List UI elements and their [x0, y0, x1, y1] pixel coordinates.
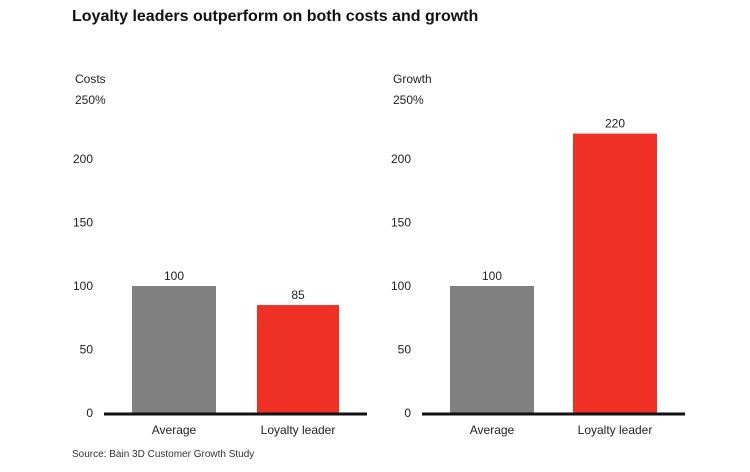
costs-bar-loyalty-leader [257, 305, 339, 413]
costs-bar-average [132, 286, 216, 413]
costs-y-tick-label: 50 [80, 343, 94, 357]
costs-y-tick-label: 150 [73, 216, 93, 230]
costs-y-tick-label: 100 [73, 279, 93, 293]
source-note: Source: Bain 3D Customer Growth Study [72, 449, 255, 460]
growth-y-tick-label: 200 [391, 152, 411, 166]
growth-top-tick-label: 250% [393, 93, 424, 107]
growth-bar-loyalty-leader [573, 133, 657, 413]
costs-category-label: Average [152, 423, 197, 437]
costs-y-tick-label: 0 [86, 406, 93, 420]
costs-category-label: Loyalty leader [261, 423, 336, 437]
chart-title: Loyalty leaders outperform on both costs… [72, 8, 479, 25]
costs-data-label: 100 [164, 269, 184, 283]
costs-top-tick-label: 250% [75, 93, 106, 107]
growth-y-tick-label: 50 [398, 343, 412, 357]
growth-bar-average [450, 286, 534, 413]
growth-y-tick-label: 150 [391, 216, 411, 230]
growth-data-label: 100 [482, 269, 502, 283]
growth-category-label: Loyalty leader [578, 423, 653, 437]
growth-y-tick-label: 0 [404, 406, 411, 420]
costs-data-label: 85 [291, 288, 305, 302]
growth-category-label: Average [470, 423, 515, 437]
costs-y-tick-label: 200 [73, 152, 93, 166]
growth-data-label: 220 [605, 117, 625, 131]
costs-panel-label: Costs [75, 72, 106, 86]
growth-panel-label: Growth [393, 72, 432, 86]
growth-y-tick-label: 100 [391, 279, 411, 293]
